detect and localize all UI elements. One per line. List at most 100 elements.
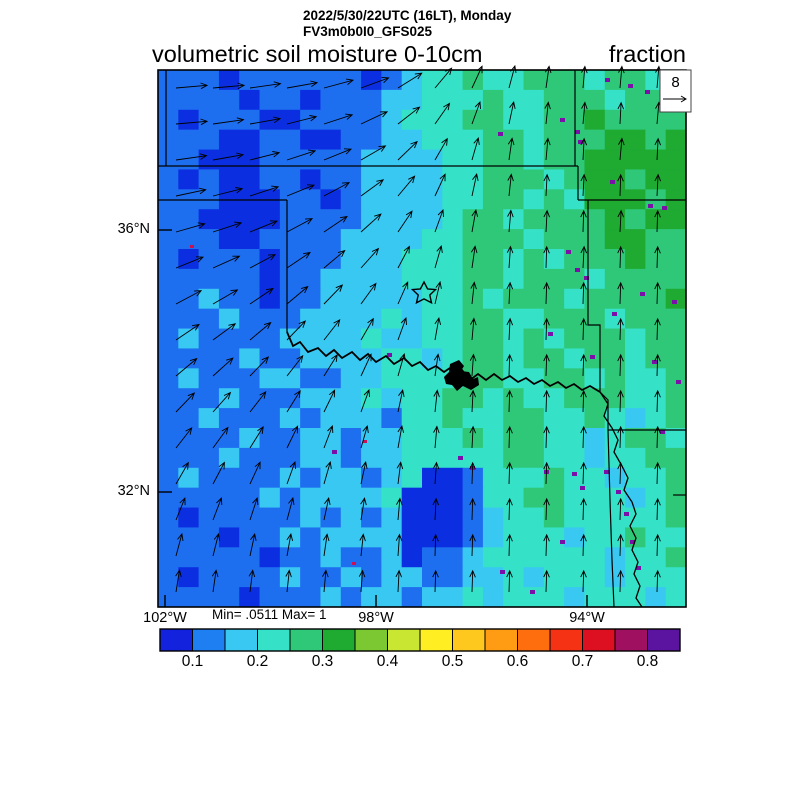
- moisture-cell: [604, 368, 626, 389]
- colorbar: [159, 628, 681, 652]
- colorbar-segment: [517, 628, 551, 652]
- moisture-cell: [482, 169, 545, 190]
- wind-vector-arrow: [580, 425, 587, 449]
- moisture-cell: [442, 209, 464, 230]
- wind-vector-arrow: [580, 389, 587, 413]
- wind-vector-arrow: [323, 319, 341, 341]
- wind-vector-arrow: [360, 497, 367, 521]
- wind-vector-arrow: [508, 101, 516, 125]
- moisture-speck: [190, 245, 194, 248]
- map-frame: [157, 69, 687, 608]
- moisture-cell: [625, 487, 646, 509]
- moisture-cell: [158, 368, 179, 389]
- wind-vector-arrow: [249, 356, 270, 377]
- moisture-cell: [401, 527, 464, 548]
- moisture-cell: [158, 467, 179, 489]
- moisture-cell: [198, 507, 301, 528]
- high-moisture-speck: [624, 512, 629, 516]
- wind-vector-arrow: [323, 148, 353, 161]
- moisture-cell: [543, 567, 606, 588]
- moisture-cell: [178, 507, 200, 528]
- wind-vector-arrow: [249, 533, 257, 557]
- moisture-cell: [279, 487, 301, 509]
- wind-vector-arrow: [543, 353, 550, 377]
- wind-vector-arrow: [543, 281, 550, 305]
- moisture-cell: [584, 428, 606, 449]
- wind-vector-arrow: [469, 353, 477, 377]
- wind-vector-arrow: [175, 222, 206, 233]
- moisture-cell: [503, 249, 525, 270]
- colorbar-value-label: 0.6: [506, 653, 529, 670]
- moisture-cell: [482, 487, 525, 509]
- colorbar-segment: [224, 628, 258, 652]
- moisture-cell: [340, 567, 362, 588]
- moisture-cell: [482, 149, 525, 170]
- state-border-line: [587, 200, 601, 392]
- moisture-cell: [422, 70, 464, 91]
- wind-vector-arrow: [323, 389, 336, 413]
- wind-vector-arrow: [286, 251, 311, 269]
- high-moisture-speck: [610, 180, 615, 184]
- wind-arrows: [175, 64, 662, 593]
- moisture-cell: [543, 169, 565, 190]
- moisture-cell: [381, 507, 403, 528]
- high-moisture-speck: [676, 380, 681, 384]
- wind-vector-arrow: [544, 137, 551, 161]
- moisture-cell: [158, 249, 179, 270]
- moisture-cell: [523, 487, 565, 509]
- moisture-cell: [523, 229, 545, 250]
- moisture-cell: [361, 189, 443, 210]
- wind-vector-arrow: [286, 80, 319, 89]
- moisture-cell: [300, 169, 321, 190]
- wind-vector-arrow: [175, 323, 200, 341]
- moisture-cell: [665, 507, 687, 528]
- moisture-cell: [340, 547, 382, 568]
- reference-value: 8: [671, 74, 679, 91]
- moisture-cell: [604, 70, 646, 91]
- wind-vector-arrow: [360, 461, 368, 485]
- moisture-cell: [158, 447, 220, 469]
- moisture-cell: [361, 388, 382, 409]
- wind-vector-arrow: [580, 173, 588, 197]
- moisture-cell: [645, 527, 687, 548]
- moisture-cell: [462, 587, 484, 608]
- moisture-cell: [340, 249, 403, 270]
- moisture-cell: [523, 268, 585, 290]
- moisture-cell: [361, 567, 382, 588]
- moisture-cell: [523, 328, 545, 349]
- moisture-cell: [320, 268, 403, 290]
- high-moisture-speck: [548, 332, 553, 336]
- moisture-cell: [300, 348, 382, 369]
- moisture-cell: [564, 348, 585, 369]
- wind-vector-arrow: [286, 184, 316, 197]
- state-border-line: [599, 391, 609, 430]
- high-moisture-speck: [458, 456, 463, 460]
- moisture-cell: [320, 189, 342, 210]
- reference-box: [659, 69, 692, 113]
- moisture-cell: [462, 408, 504, 429]
- moisture-cell: [604, 209, 626, 230]
- moisture-cell: [158, 507, 179, 528]
- high-moisture-speck: [604, 470, 609, 474]
- wind-vector-arrow: [654, 209, 661, 233]
- moisture-cell: [645, 487, 667, 509]
- wind-vector-arrow: [249, 254, 277, 269]
- moisture-cell: [259, 268, 281, 290]
- moisture-cell: [158, 89, 240, 111]
- moisture-cell: [604, 547, 626, 568]
- moisture-cell: [198, 149, 261, 170]
- moisture-cell: [381, 368, 464, 389]
- moisture-cell: [462, 567, 504, 588]
- wind-vector-arrow: [543, 569, 550, 593]
- wind-vector-arrow: [249, 185, 280, 197]
- moisture-cell: [158, 209, 200, 230]
- wind-vector-arrow: [397, 106, 421, 125]
- moisture-cell: [604, 308, 626, 330]
- moisture-cell: [503, 567, 525, 588]
- moisture-cell: [503, 587, 565, 608]
- high-moisture-speck: [566, 250, 571, 254]
- high-moisture-speck: [387, 353, 392, 357]
- lake-texoma: [444, 360, 479, 391]
- moisture-cell: [625, 388, 667, 409]
- high-moisture-speck: [605, 78, 610, 82]
